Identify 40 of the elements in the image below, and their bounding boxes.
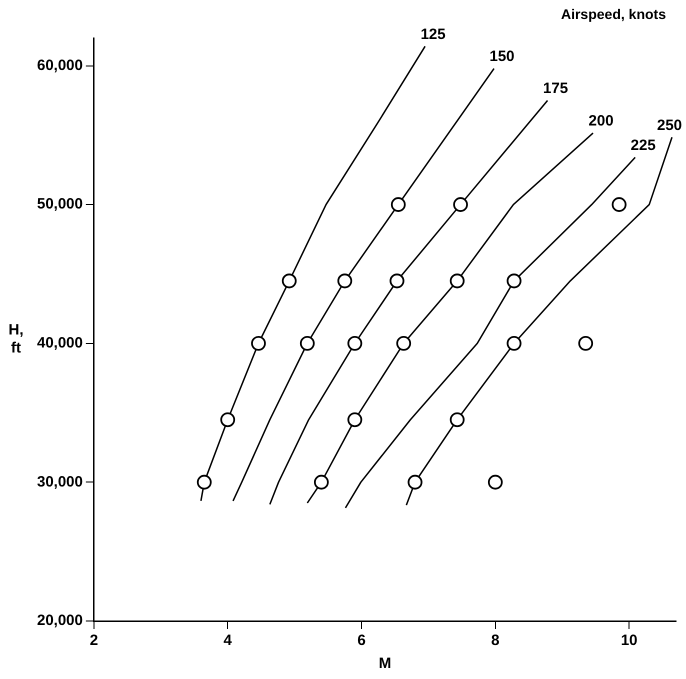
point (196, 474, 212, 490)
point (506, 336, 522, 351)
point (314, 474, 329, 490)
point (488, 474, 503, 490)
y-tick-label: 50,000 (36, 196, 83, 213)
point (408, 474, 422, 490)
point (251, 336, 266, 351)
point (450, 412, 465, 428)
point (578, 336, 594, 351)
legend-title: Airspeed, knots (560, 6, 666, 22)
point (390, 274, 404, 288)
x-tick-label: 2 (90, 632, 98, 650)
point (453, 197, 468, 212)
x-tick-label: 4 (224, 632, 233, 650)
series-label: 150 (489, 48, 515, 66)
y-tick-label: 30,000 (36, 473, 83, 490)
y-tick-label: 60,000 (36, 56, 83, 74)
point (506, 274, 522, 288)
series-label: 175 (543, 80, 568, 98)
point (612, 197, 627, 212)
point (450, 274, 465, 288)
series-label: 200 (588, 112, 614, 130)
point (347, 412, 362, 428)
x-axis-title: M (378, 655, 392, 672)
series-label: 125 (420, 26, 446, 43)
point (282, 274, 297, 288)
point (396, 336, 412, 351)
series-label: 225 (630, 137, 656, 154)
x-tick-label: 10 (620, 632, 638, 650)
point (390, 197, 406, 212)
y-axis-title: H, ft (8, 322, 24, 357)
point (220, 412, 236, 428)
y-tick-label: 20,000 (36, 612, 83, 630)
x-tick-label: 8 (491, 632, 500, 650)
point (300, 336, 315, 351)
point (337, 274, 352, 288)
series-label: 250 (656, 116, 682, 134)
x-tick-label: 6 (357, 632, 366, 650)
point (347, 336, 362, 351)
y-tick-label: 40,000 (36, 334, 83, 352)
